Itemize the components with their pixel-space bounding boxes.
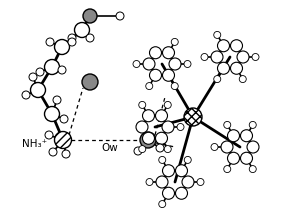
Circle shape: [45, 131, 53, 139]
Circle shape: [159, 156, 166, 163]
Circle shape: [240, 152, 253, 164]
Circle shape: [249, 166, 256, 173]
Circle shape: [146, 179, 153, 186]
Circle shape: [211, 51, 223, 63]
Circle shape: [164, 146, 171, 153]
Circle shape: [139, 146, 146, 153]
Circle shape: [44, 106, 59, 121]
Circle shape: [230, 62, 243, 74]
Circle shape: [237, 51, 249, 63]
Circle shape: [224, 166, 231, 173]
Circle shape: [218, 40, 230, 52]
Circle shape: [54, 131, 71, 148]
Circle shape: [239, 76, 246, 83]
Circle shape: [247, 141, 259, 153]
Circle shape: [68, 38, 76, 46]
Circle shape: [162, 121, 174, 133]
Circle shape: [54, 39, 69, 54]
Circle shape: [58, 66, 66, 74]
Circle shape: [82, 74, 98, 90]
Circle shape: [62, 150, 70, 158]
Circle shape: [29, 73, 37, 81]
Circle shape: [163, 47, 175, 59]
Circle shape: [74, 22, 89, 38]
Circle shape: [218, 62, 230, 74]
Circle shape: [68, 34, 76, 42]
Circle shape: [176, 187, 188, 199]
Circle shape: [184, 156, 191, 163]
Circle shape: [156, 144, 164, 152]
Circle shape: [163, 187, 175, 199]
Circle shape: [46, 38, 54, 46]
Circle shape: [163, 165, 175, 177]
Circle shape: [60, 115, 68, 123]
Circle shape: [136, 121, 148, 133]
Circle shape: [86, 34, 94, 42]
Circle shape: [197, 179, 204, 186]
Text: Ow: Ow: [101, 143, 118, 153]
Circle shape: [228, 152, 240, 164]
Circle shape: [171, 38, 178, 45]
Circle shape: [150, 69, 161, 81]
Circle shape: [143, 58, 155, 70]
Circle shape: [201, 53, 208, 60]
Circle shape: [214, 31, 221, 38]
Circle shape: [211, 144, 218, 151]
Circle shape: [164, 101, 171, 108]
Circle shape: [53, 96, 61, 104]
Circle shape: [36, 68, 44, 76]
Text: NH₃⁺: NH₃⁺: [22, 139, 47, 149]
Circle shape: [184, 60, 191, 67]
Circle shape: [143, 132, 155, 144]
Circle shape: [159, 201, 166, 208]
Circle shape: [22, 91, 30, 99]
Circle shape: [228, 130, 240, 142]
Circle shape: [176, 165, 188, 177]
Circle shape: [83, 9, 97, 23]
Circle shape: [146, 83, 153, 90]
Circle shape: [156, 110, 168, 122]
Circle shape: [184, 108, 202, 126]
Circle shape: [133, 60, 140, 67]
Circle shape: [156, 176, 168, 188]
Circle shape: [177, 124, 184, 131]
Circle shape: [150, 47, 161, 59]
Circle shape: [134, 147, 142, 155]
Circle shape: [163, 69, 175, 81]
Circle shape: [182, 176, 194, 188]
Circle shape: [143, 110, 155, 122]
Circle shape: [44, 60, 59, 74]
Circle shape: [230, 40, 243, 52]
Circle shape: [116, 12, 124, 20]
Circle shape: [169, 58, 181, 70]
Circle shape: [240, 130, 253, 142]
Circle shape: [249, 121, 256, 128]
Circle shape: [49, 148, 57, 156]
Circle shape: [139, 101, 146, 108]
Circle shape: [140, 132, 156, 148]
Circle shape: [224, 121, 231, 128]
Circle shape: [221, 141, 233, 153]
Circle shape: [252, 53, 259, 60]
Circle shape: [156, 132, 168, 144]
Circle shape: [171, 83, 178, 90]
Circle shape: [31, 82, 46, 98]
Circle shape: [214, 76, 221, 83]
